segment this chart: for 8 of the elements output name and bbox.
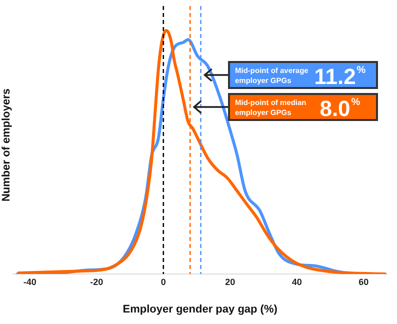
x-tick-label: 20 <box>225 276 236 287</box>
y-axis-title: Number of employers <box>0 88 13 202</box>
x-tick-label: 40 <box>292 276 302 287</box>
x-tick-label: -20 <box>90 276 104 287</box>
x-tick-label: 0 <box>160 276 166 287</box>
x-tick-label: 60 <box>358 276 369 287</box>
x-axis-title: Employer gender pay gap (%) <box>122 303 278 316</box>
x-tick-label: -40 <box>23 276 36 287</box>
